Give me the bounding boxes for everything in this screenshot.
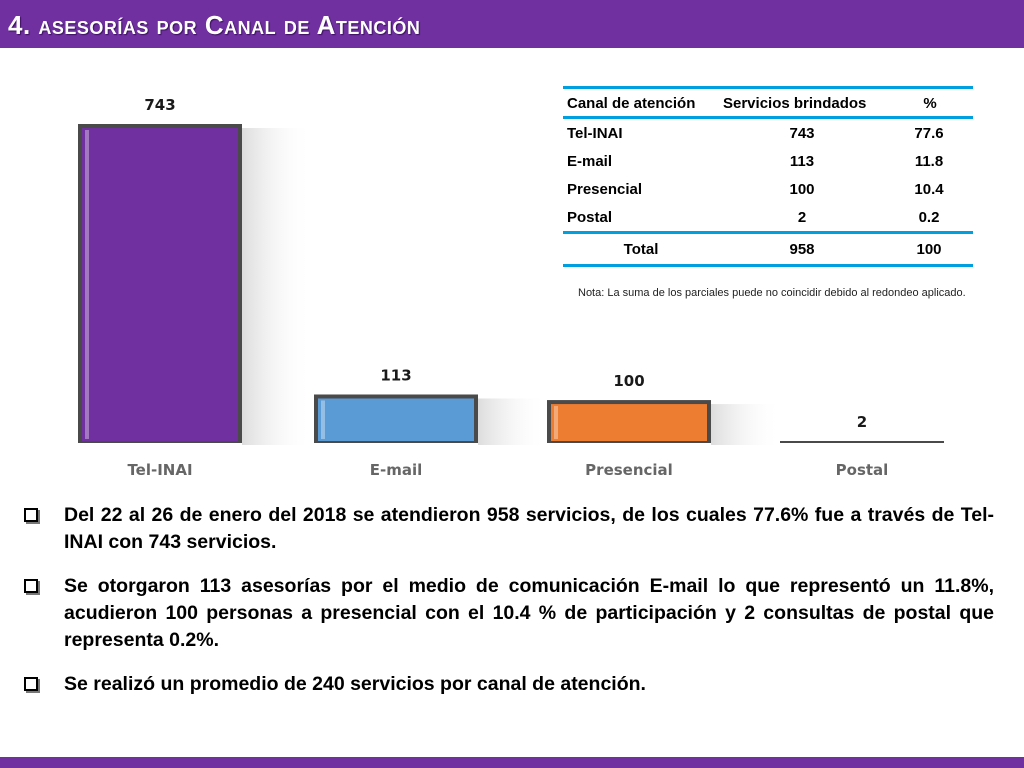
row-canal: Postal bbox=[567, 208, 613, 226]
rounding-note: Nota: La suma de los parciales puede no … bbox=[578, 287, 966, 299]
title-bar: 4. asesorías por Canal de Atención bbox=[0, 0, 1024, 48]
row-percent: 11.8 bbox=[914, 152, 944, 170]
header-servicios: Servicios brindados bbox=[719, 86, 885, 119]
checkbox-bullet-icon bbox=[24, 508, 38, 522]
bar-shadow-tel-inai bbox=[242, 128, 312, 445]
services-table: Canal de atención Servicios brindados % … bbox=[563, 86, 973, 267]
bar-e-mail bbox=[318, 398, 474, 441]
tick-label-tel-inai: Tel-INAI bbox=[127, 461, 192, 479]
bars-layer: 743 Tel-INAI 113 E-mail 100 Presencial 2 Postal bbox=[78, 96, 944, 479]
table-row: Postal 2 0.2 bbox=[563, 203, 973, 233]
row-servicios: 743 bbox=[789, 124, 815, 142]
header-percent: % bbox=[885, 86, 973, 119]
data-label-postal: 2 bbox=[857, 413, 867, 431]
row-canal: E-mail bbox=[567, 152, 613, 170]
bar-highlight-presencial bbox=[554, 406, 558, 439]
data-label-tel-inai: 743 bbox=[144, 96, 175, 114]
data-label-e-mail: 113 bbox=[380, 366, 411, 384]
bar-shadow-presencial bbox=[711, 404, 781, 445]
row-canal: Presencial bbox=[567, 180, 643, 198]
row-percent: 10.4 bbox=[914, 180, 944, 198]
tick-label-e-mail: E-mail bbox=[370, 461, 423, 479]
row-percent: 77.6 bbox=[914, 124, 944, 142]
bullet-list: Del 22 al 26 de enero del 2018 se atendi… bbox=[24, 502, 994, 715]
bar-highlight-e-mail bbox=[321, 400, 325, 439]
bar-tel-inai bbox=[82, 128, 238, 441]
header-canal: Canal de atención bbox=[563, 86, 719, 119]
checkbox-bullet-icon bbox=[24, 579, 38, 593]
data-label-presencial: 100 bbox=[613, 372, 644, 390]
table-row: Presencial 100 10.4 bbox=[563, 175, 973, 203]
row-canal: Tel-INAI bbox=[567, 124, 623, 142]
bar-chart: 743 Tel-INAI 113 E-mail 100 Presencial 2 Postal bbox=[78, 96, 944, 479]
checkbox-bullet-icon bbox=[24, 677, 38, 691]
bar-presencial bbox=[551, 404, 707, 441]
row-servicios: 2 bbox=[797, 208, 807, 226]
row-percent: 0.2 bbox=[918, 208, 940, 226]
table-row: E-mail 113 11.8 bbox=[563, 147, 973, 175]
slide-title: 4. asesorías por Canal de Atención bbox=[8, 10, 421, 40]
bullet-item: Se otorgaron 113 asesorías por el medio … bbox=[24, 573, 994, 654]
total-label: Total bbox=[563, 231, 719, 267]
bullet-text: Se otorgaron 113 asesorías por el medio … bbox=[64, 575, 994, 651]
bar-frame-postal bbox=[780, 441, 944, 443]
row-servicios: 100 bbox=[789, 180, 815, 198]
bullet-item: Se realizó un promedio de 240 servicios … bbox=[24, 671, 994, 698]
table-total-row: Total 958 100 bbox=[563, 231, 973, 267]
bar-highlight-tel-inai bbox=[85, 130, 89, 439]
bar-shadow-e-mail bbox=[478, 398, 548, 445]
bullet-text: Se realizó un promedio de 240 servicios … bbox=[64, 673, 646, 695]
bullet-text: Del 22 al 26 de enero del 2018 se atendi… bbox=[64, 504, 994, 553]
table-row: Tel-INAI 743 77.6 bbox=[563, 118, 973, 148]
row-servicios: 113 bbox=[789, 152, 815, 170]
bullet-item: Del 22 al 26 de enero del 2018 se atendi… bbox=[24, 502, 994, 556]
tick-label-postal: Postal bbox=[836, 461, 889, 479]
bottom-bar bbox=[0, 757, 1024, 768]
total-percent: 100 bbox=[885, 231, 973, 267]
tick-label-presencial: Presencial bbox=[585, 461, 673, 479]
table-header-row: Canal de atención Servicios brindados % bbox=[563, 86, 973, 119]
total-servicios: 958 bbox=[719, 231, 885, 267]
